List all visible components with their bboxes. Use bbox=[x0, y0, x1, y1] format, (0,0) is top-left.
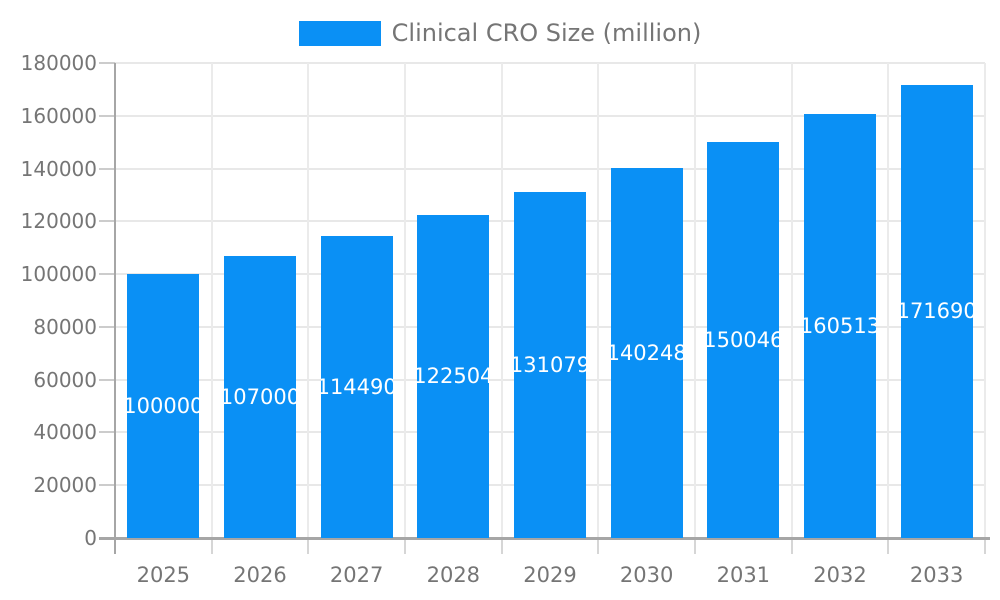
y-axis-tick bbox=[99, 273, 115, 276]
bar-2027[interactable] bbox=[320, 235, 393, 538]
gridline-horizontal bbox=[115, 167, 985, 170]
bar-value-label: 131079 bbox=[514, 353, 586, 378]
bar-2026[interactable] bbox=[224, 255, 296, 538]
y-axis-tick bbox=[99, 167, 115, 170]
gridline-vertical bbox=[210, 63, 213, 538]
bar-value-label: 140248 bbox=[610, 340, 683, 365]
bar-2031[interactable] bbox=[707, 142, 780, 538]
x-axis-label: 2027 bbox=[329, 563, 384, 587]
gridline-vertical bbox=[790, 63, 793, 538]
gridline-vertical bbox=[500, 63, 503, 538]
gridline-horizontal bbox=[115, 62, 985, 64]
x-axis-tick bbox=[404, 538, 406, 554]
bar-2028[interactable] bbox=[417, 214, 490, 538]
x-axis-tick bbox=[790, 538, 793, 554]
y-axis-label: 0 bbox=[84, 526, 97, 550]
y-axis-label: 60000 bbox=[33, 367, 97, 392]
bar-2030[interactable] bbox=[610, 167, 683, 538]
bar-value-label: 107000 bbox=[224, 384, 296, 409]
y-axis-tick bbox=[99, 378, 115, 381]
legend-label: Clinical CRO Size (million) bbox=[391, 19, 702, 47]
x-axis-label: 2030 bbox=[619, 563, 674, 587]
y-axis-label: 20000 bbox=[33, 473, 97, 498]
x-axis-tick bbox=[694, 538, 696, 554]
gridline-vertical bbox=[404, 63, 406, 538]
gridline-vertical bbox=[597, 63, 600, 538]
bar-value-label: 114490 bbox=[320, 374, 393, 399]
y-axis-tick bbox=[99, 220, 115, 223]
x-axis-tick bbox=[984, 538, 986, 554]
x-axis-tick bbox=[210, 538, 213, 554]
gridline-vertical bbox=[887, 63, 890, 538]
y-axis-tick bbox=[99, 325, 115, 328]
bar-2025[interactable] bbox=[127, 274, 200, 538]
bar-value-label: 171690 bbox=[900, 299, 973, 324]
x-axis-label: 2028 bbox=[426, 563, 481, 587]
x-axis-tick bbox=[307, 538, 310, 554]
y-axis-label: 180000 bbox=[20, 51, 97, 75]
x-axis-label: 2026 bbox=[233, 563, 287, 587]
gridline-vertical bbox=[984, 63, 986, 538]
bar-2032[interactable] bbox=[804, 114, 876, 538]
y-axis-label: 160000 bbox=[20, 103, 97, 128]
y-axis-tick bbox=[99, 484, 115, 487]
y-axis-label: 40000 bbox=[33, 420, 97, 445]
x-axis-label: 2025 bbox=[136, 563, 191, 587]
x-axis-label: 2032 bbox=[813, 563, 867, 587]
x-axis-line bbox=[99, 537, 990, 540]
gridline-vertical bbox=[694, 63, 696, 538]
gridline-horizontal bbox=[115, 114, 985, 117]
y-axis-label: 120000 bbox=[20, 209, 97, 234]
y-axis-tick bbox=[99, 114, 115, 117]
legend-swatch-icon bbox=[298, 20, 381, 46]
bar-value-label: 150046 bbox=[707, 328, 780, 352]
y-axis-line bbox=[114, 63, 116, 554]
x-axis-tick bbox=[887, 538, 890, 554]
bar-2029[interactable] bbox=[514, 192, 586, 538]
x-axis-label: 2033 bbox=[909, 563, 964, 587]
x-axis-tick bbox=[597, 538, 600, 554]
y-axis-tick bbox=[99, 431, 115, 434]
y-axis-label: 100000 bbox=[20, 262, 97, 287]
x-axis-tick bbox=[500, 538, 503, 554]
bar-value-label: 160513 bbox=[804, 314, 876, 339]
legend[interactable]: Clinical CRO Size (million) bbox=[0, 19, 1000, 47]
y-axis-label: 80000 bbox=[33, 314, 97, 339]
y-axis-tick bbox=[99, 62, 115, 64]
gridline-vertical bbox=[307, 63, 310, 538]
y-axis-label: 140000 bbox=[20, 156, 97, 181]
x-axis-label: 2029 bbox=[523, 563, 577, 587]
bar-2033[interactable] bbox=[900, 84, 973, 538]
x-axis-label: 2031 bbox=[716, 563, 771, 587]
bar-value-label: 100000 bbox=[127, 394, 200, 419]
bar-value-label: 122504 bbox=[417, 364, 490, 389]
